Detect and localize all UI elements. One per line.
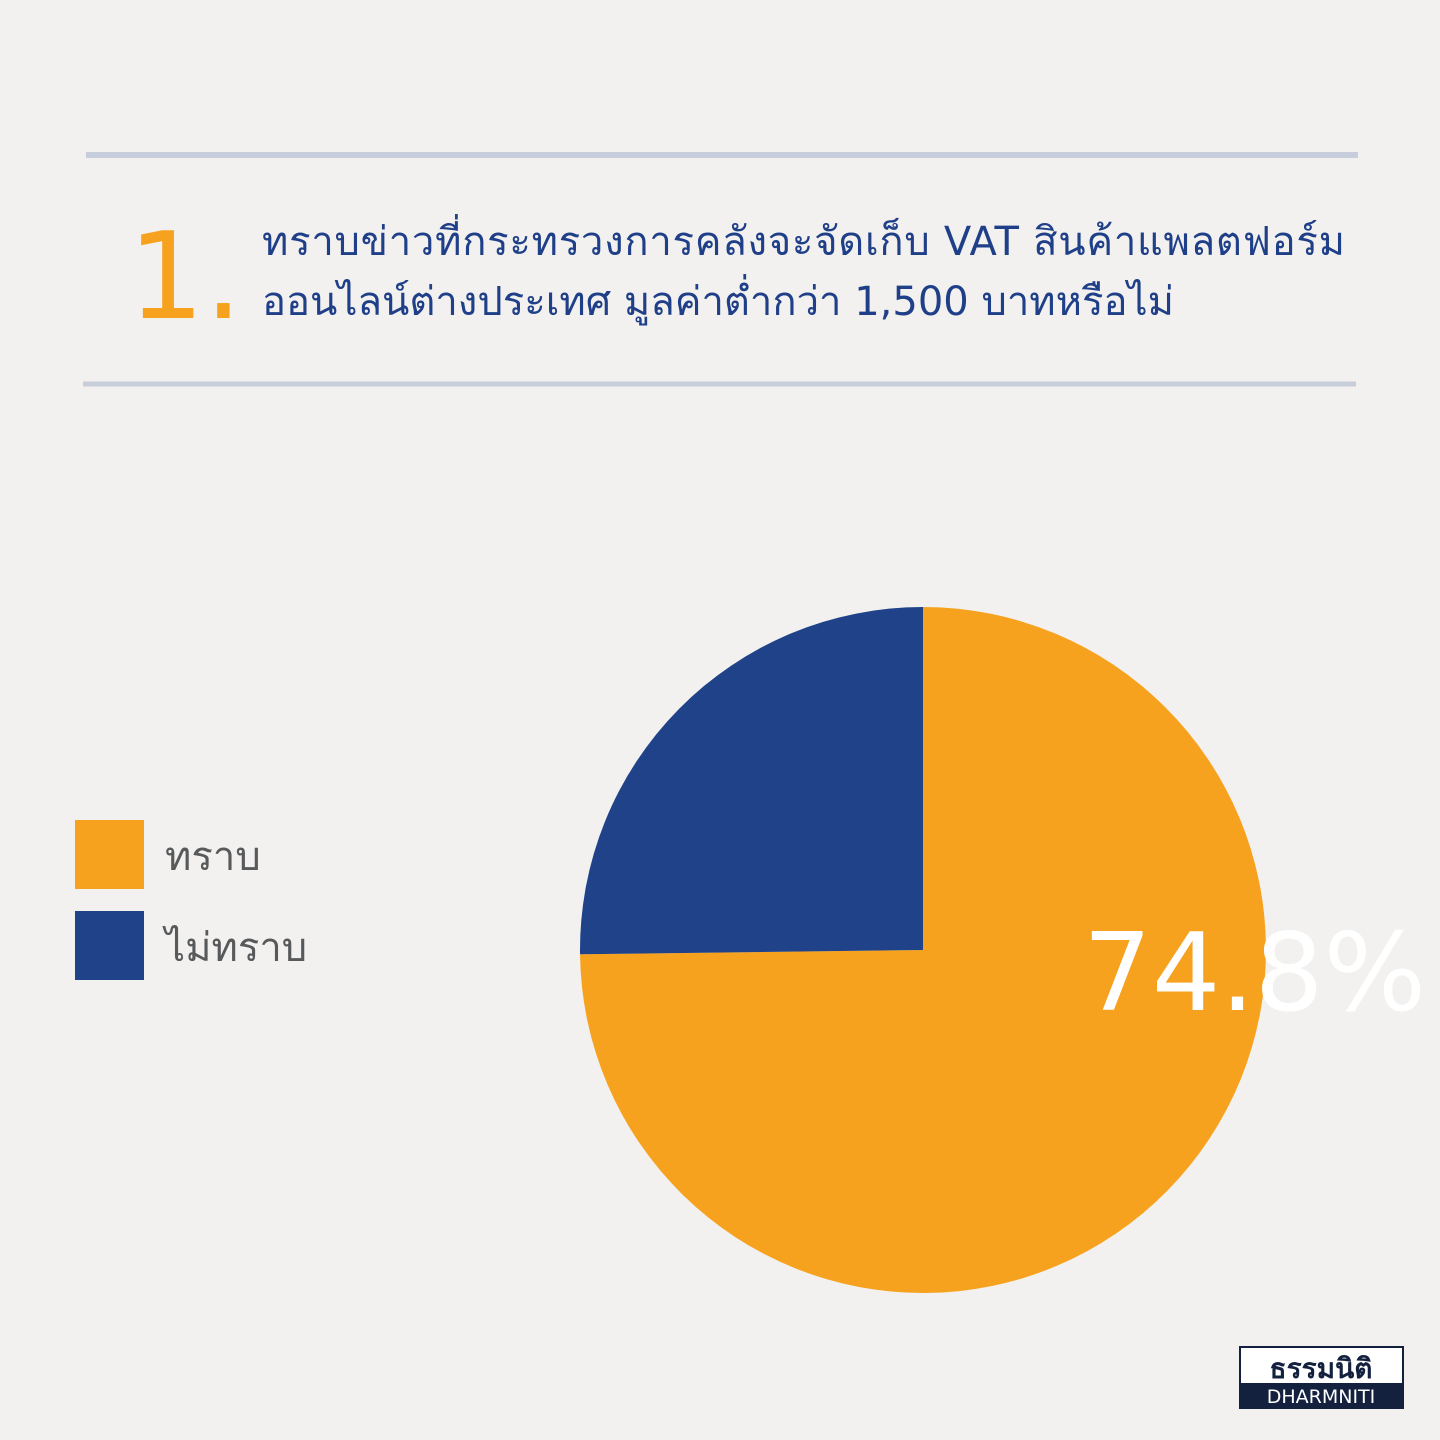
legend-swatch	[75, 820, 144, 889]
logo-band	[1240, 1383, 1403, 1408]
question-number: 1.	[128, 208, 243, 347]
pie-slice	[580, 607, 1266, 1293]
logo-english: DHARMNITI	[1267, 1386, 1376, 1408]
legend-label: ทราบ	[165, 834, 261, 880]
legend-label: ไม่ทราบ	[162, 925, 307, 971]
legend-swatch	[75, 911, 144, 980]
pie-slice	[580, 607, 923, 955]
logo-thai: ธรรมนิติ	[1270, 1352, 1373, 1385]
title-line: ออนไลน์ต่างประเทศ มูลค่าต่ำกว่า 1,500 บา…	[262, 274, 1174, 325]
title-line: ทราบข่าวที่กระทรวงการคลังจะจัดเก็บ VAT ส…	[262, 214, 1345, 265]
logo: ธรรมนิติ DHARMNITI	[1239, 1346, 1404, 1409]
data-label: 74.8%	[1083, 911, 1426, 1036]
